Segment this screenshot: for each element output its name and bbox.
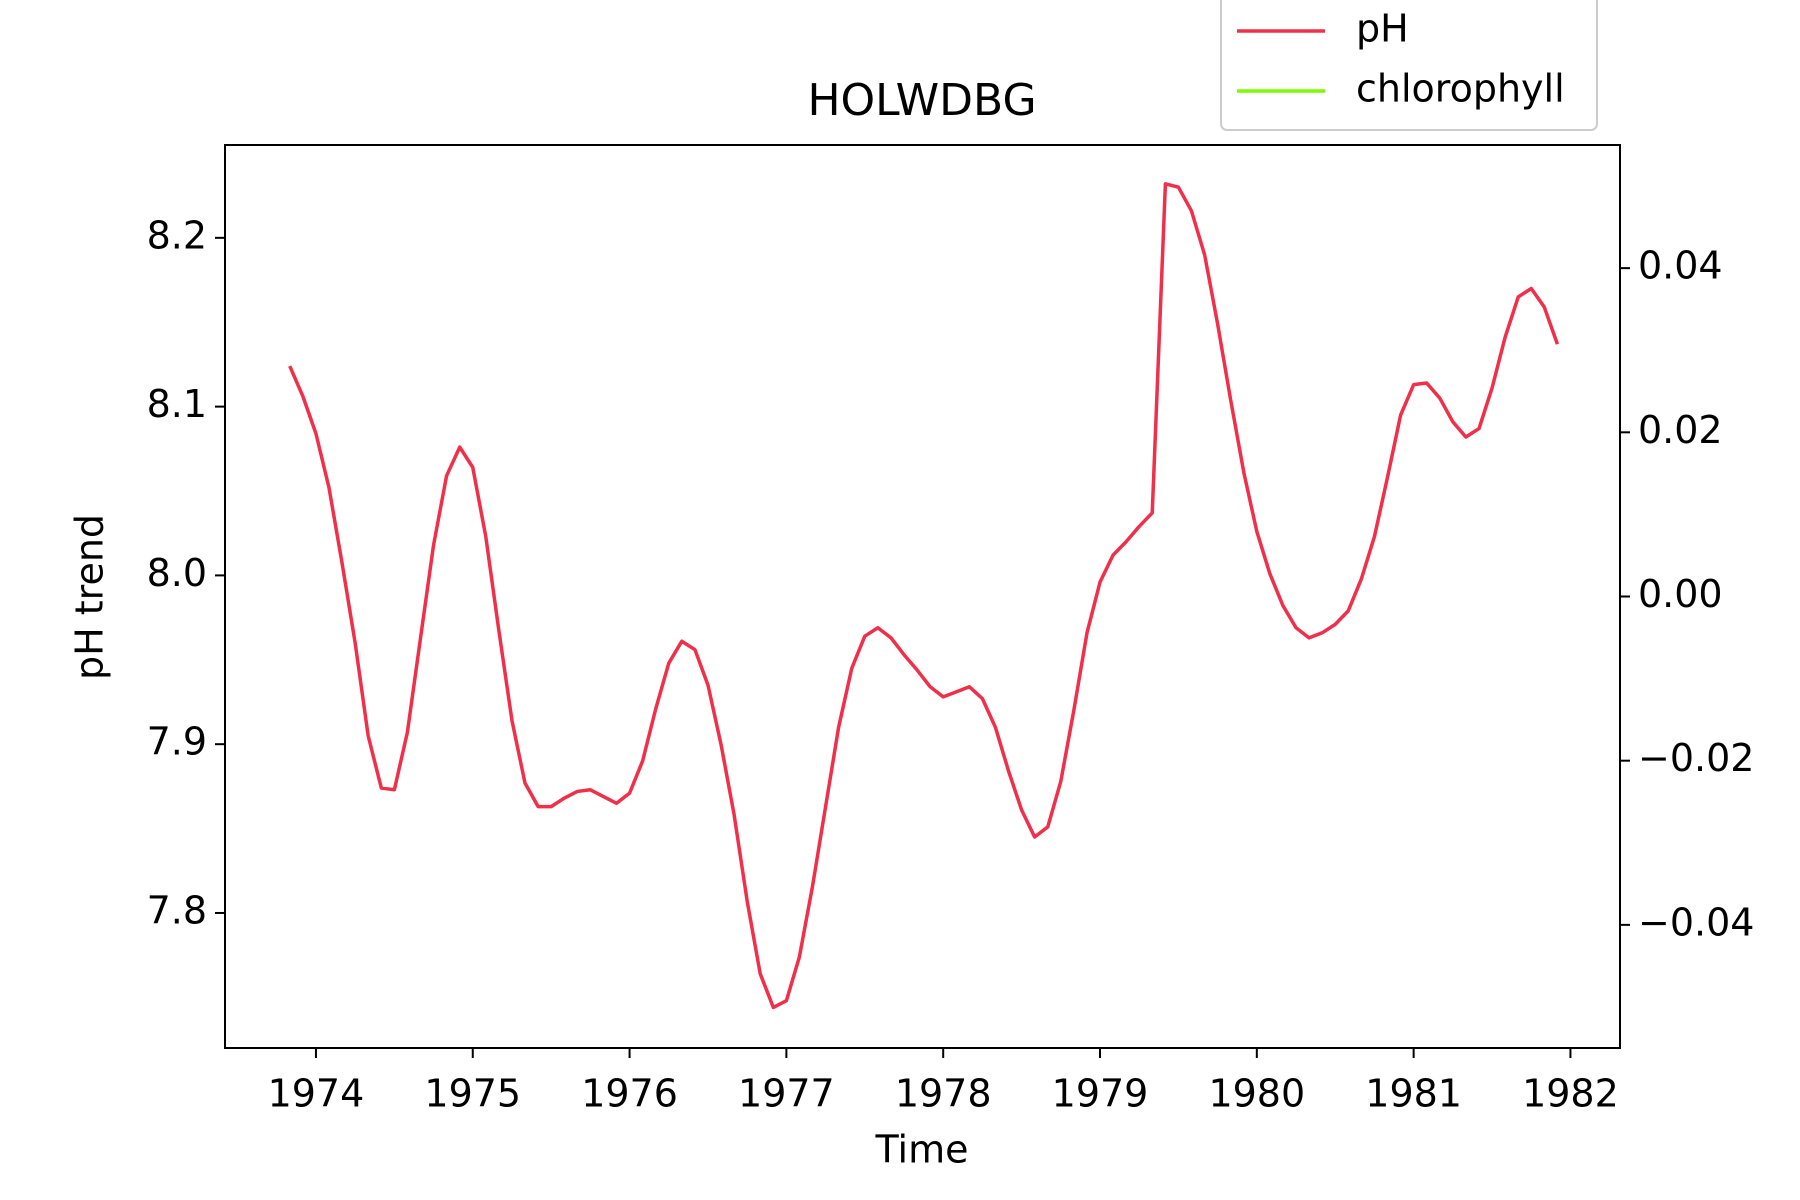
x-axis-label: Time xyxy=(875,1128,969,1172)
x-tick-label: 1979 xyxy=(1052,1072,1149,1116)
x-tick-label: 1977 xyxy=(738,1072,835,1116)
x-tick-label: 1975 xyxy=(424,1072,521,1116)
x-tick-label: 1974 xyxy=(268,1072,365,1116)
y-tick-label: 8.0 xyxy=(147,551,207,595)
legend-label: chlorophyll xyxy=(1356,67,1565,111)
x-tick-label: 1981 xyxy=(1365,1072,1462,1116)
y-axis-label: pH trend xyxy=(68,514,112,680)
legend-box xyxy=(1220,0,1598,131)
y-tick-label: 7.9 xyxy=(147,720,207,764)
plot-frame xyxy=(224,144,1621,1049)
y-tick-label: 8.2 xyxy=(147,213,207,257)
legend-label: pH xyxy=(1356,7,1409,51)
x-tick-label: 1980 xyxy=(1208,1072,1305,1116)
y2-tick-label: 0.02 xyxy=(1638,408,1723,452)
y2-tick-label: −0.02 xyxy=(1638,736,1754,780)
y-tick-label: 7.8 xyxy=(147,888,207,932)
x-tick-label: 1982 xyxy=(1522,1072,1619,1116)
y2-tick-label: 0.04 xyxy=(1638,244,1723,288)
series-line xyxy=(288,182,1560,1010)
y2-tick-label: 0.00 xyxy=(1638,572,1723,616)
x-tick-label: 1978 xyxy=(895,1072,992,1116)
chart-title: HOLWDBG xyxy=(807,75,1036,126)
x-tick-label: 1976 xyxy=(581,1072,678,1116)
y-tick-label: 8.1 xyxy=(147,382,207,426)
y2-tick-label: −0.04 xyxy=(1638,900,1754,944)
